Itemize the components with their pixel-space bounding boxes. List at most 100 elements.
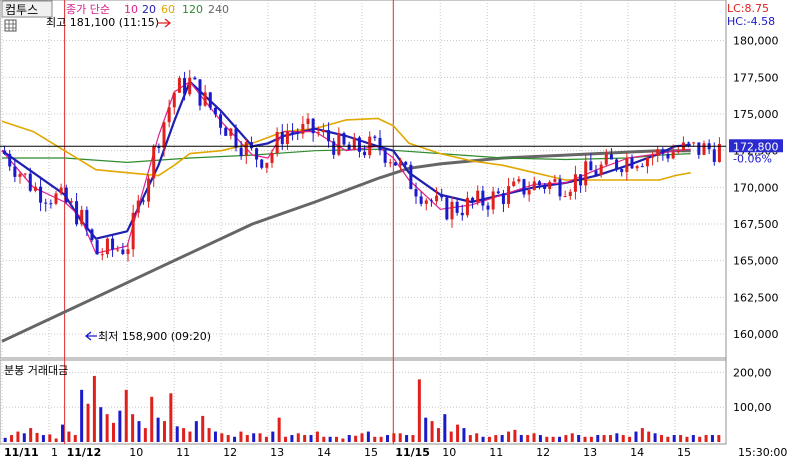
candle-body (409, 164, 413, 190)
volume-bar (29, 428, 33, 442)
time-tick-label: 10 (129, 446, 143, 459)
ma-period-240[interactable]: 240 (208, 3, 229, 16)
candle-body (599, 164, 603, 176)
volume-bar (532, 433, 536, 442)
price-tick-label: 175,000 (733, 108, 779, 121)
ma-period-60[interactable]: 60 (161, 3, 175, 16)
candle-body (429, 200, 433, 202)
candle-body (373, 136, 377, 138)
candle-body (111, 238, 115, 250)
candle-body (584, 161, 588, 186)
volume-bar (405, 435, 409, 442)
ma-label: 종가 단순 (66, 3, 110, 16)
candle-body (661, 149, 665, 154)
volume-bar (156, 417, 160, 442)
candle-body (280, 132, 284, 145)
session-divider-lines (64, 0, 394, 444)
candle-body (270, 152, 274, 163)
candle-body (579, 174, 583, 186)
hc-value: HC:-4.58 (727, 15, 775, 28)
volume-bar (672, 435, 676, 442)
candle-body (692, 142, 696, 144)
candle-body (414, 189, 418, 197)
volume-bar (86, 403, 90, 442)
stock-tab[interactable] (1, 0, 53, 18)
volume-bar (583, 436, 587, 442)
high-arrow-icon (157, 18, 172, 28)
candle-body (352, 137, 356, 150)
candle-body (80, 209, 84, 225)
volume-bar (347, 435, 351, 442)
candle-body (95, 240, 99, 255)
volume-bar (3, 437, 7, 442)
volume-bar (169, 393, 173, 442)
candle-body (609, 154, 613, 160)
volume-bar (22, 433, 26, 442)
candle-body (486, 205, 490, 210)
volume-bar (303, 435, 307, 442)
ma-period-120[interactable]: 120 (182, 3, 203, 16)
candlesticks (3, 69, 721, 262)
price-tick-label: 180,000 (733, 35, 779, 48)
candle-body (59, 187, 63, 194)
volume-bar (424, 417, 428, 442)
volume-bar (634, 431, 638, 442)
volume-bar (105, 414, 109, 442)
volume-tick-label: 100,00 (733, 401, 772, 414)
candle-body (121, 249, 125, 254)
candle-body (419, 196, 423, 204)
candle-body (357, 137, 361, 152)
candle-body (193, 77, 197, 80)
volume-bar (188, 431, 192, 442)
volume-bar (92, 375, 96, 442)
volume-bar (201, 415, 205, 442)
candle-body (440, 195, 444, 198)
price-panel[interactable] (0, 0, 727, 359)
volume-bar (322, 436, 326, 442)
candle-body (301, 124, 305, 134)
candle-body (640, 166, 644, 168)
price-tick-label: 162,500 (733, 291, 779, 304)
volume-bar (500, 435, 504, 442)
volume-bar (475, 433, 479, 442)
volume-bar (233, 436, 237, 442)
candle-body (28, 173, 32, 191)
time-tick-label: 1 (51, 446, 58, 459)
candle-body (481, 190, 485, 206)
volume-bar (360, 433, 364, 442)
candle-body (203, 92, 207, 106)
volume-bar (271, 431, 275, 442)
candle-body (152, 146, 156, 179)
candle-body (224, 127, 228, 136)
volume-bar (124, 389, 128, 442)
volume-bar (379, 436, 383, 442)
candle-body (496, 191, 500, 194)
time-tick-label: 13 (270, 446, 284, 459)
volume-bar (615, 433, 619, 442)
candle-body (445, 197, 449, 220)
volume-bar (545, 436, 549, 442)
volume-bar (213, 431, 217, 442)
grid-toggle-icon[interactable] (4, 19, 17, 32)
volume-bar (112, 422, 116, 442)
candle-body (147, 178, 151, 202)
candle-body (23, 173, 27, 175)
candle-body (450, 201, 454, 220)
candle-body (162, 122, 166, 149)
time-tick-label: 12 (536, 446, 550, 459)
ma-period-10[interactable]: 10 (124, 3, 138, 16)
time-tick-label: 12 (223, 446, 237, 459)
candle-body (465, 197, 469, 216)
candle-body (285, 131, 289, 145)
ma-period-20[interactable]: 20 (142, 3, 156, 16)
volume-bar (589, 436, 593, 442)
candle-body (177, 78, 181, 93)
low-annotation: 최저 158,900 (09:20) (98, 330, 211, 343)
candle-body (563, 196, 567, 198)
volume-bar (54, 438, 58, 442)
volume-bar (296, 433, 300, 442)
volume-bar (551, 436, 555, 442)
volume-bar (513, 429, 517, 442)
volume-bar (48, 434, 52, 442)
